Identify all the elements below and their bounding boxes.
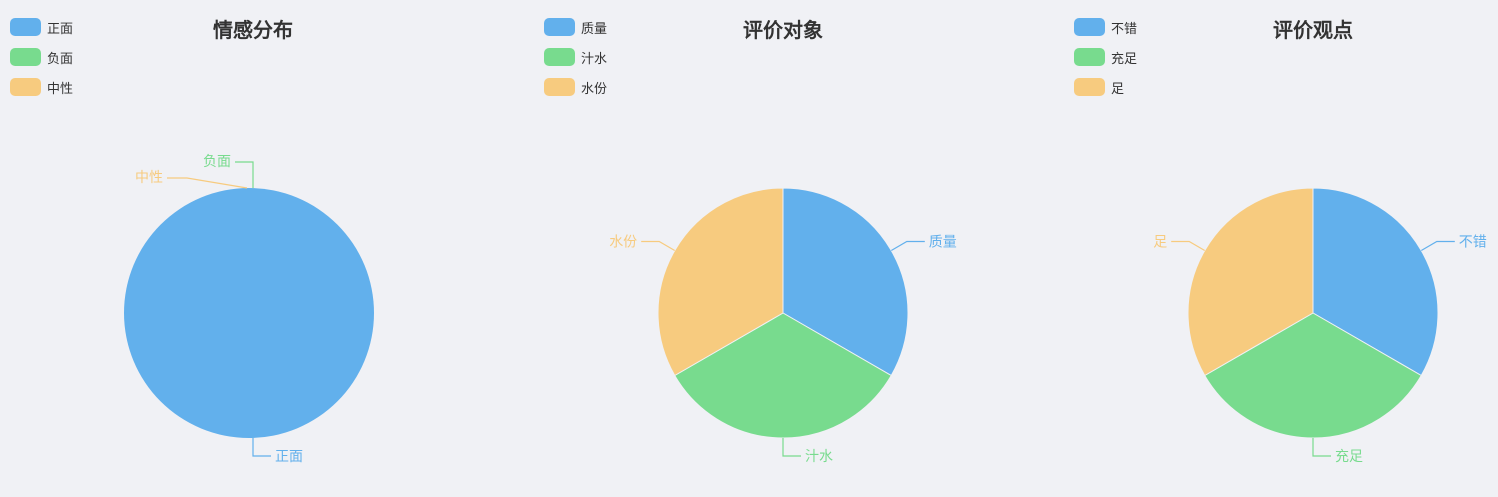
legend-label: 不错 <box>1111 21 1138 37</box>
leader-line <box>641 240 676 252</box>
leader-line <box>167 177 248 189</box>
legend-item[interactable]: 水份 <box>544 77 607 97</box>
pie-slice <box>657 187 784 377</box>
pie-slice <box>1204 312 1422 439</box>
legend-swatch <box>10 48 41 66</box>
leader-line <box>252 438 271 457</box>
legend-swatch <box>544 18 575 36</box>
legend-label: 质量 <box>581 21 608 37</box>
legend-label: 正面 <box>47 21 74 37</box>
chart-legend: 质量 汁水 水份 <box>544 17 607 107</box>
slice-label: 不错 <box>1459 235 1487 251</box>
legend-label: 中性 <box>47 81 74 97</box>
legend-swatch <box>10 18 41 36</box>
legend-label: 足 <box>1111 81 1125 97</box>
chart-legend: 不错 充足 足 <box>1074 17 1137 107</box>
legend-swatch <box>1074 48 1105 66</box>
legend-label: 负面 <box>47 51 74 67</box>
legend-swatch <box>1074 18 1105 36</box>
legend-swatch <box>1074 78 1105 96</box>
slice-label: 足 <box>1153 235 1167 251</box>
legend-swatch <box>10 78 41 96</box>
slice-label: 中性 <box>135 170 163 186</box>
pie-slice <box>674 312 892 439</box>
pie-slice <box>782 187 909 377</box>
legend-item[interactable]: 足 <box>1074 77 1137 97</box>
legend-swatch <box>544 48 575 66</box>
slice-label: 水份 <box>609 235 637 251</box>
leader-line <box>1171 240 1206 252</box>
leader-line <box>782 438 801 457</box>
pie-slice <box>1187 187 1314 377</box>
slice-label: 汁水 <box>805 449 833 465</box>
legend-item[interactable]: 中性 <box>10 77 73 97</box>
chart-legend: 正面 负面 中性 <box>10 17 73 107</box>
chart-title: 情感分布 <box>213 18 293 42</box>
legend-item[interactable]: 充足 <box>1074 47 1137 67</box>
slice-label: 负面 <box>203 154 231 170</box>
legend-label: 充足 <box>1111 51 1138 67</box>
legend-label: 水份 <box>581 81 608 97</box>
chart-title: 评价观点 <box>1273 18 1353 42</box>
slice-label: 质量 <box>929 235 957 251</box>
legend-swatch <box>544 78 575 96</box>
leader-line <box>1312 438 1331 457</box>
leader-line <box>890 240 925 252</box>
chart-title: 评价对象 <box>743 18 823 42</box>
sentiment-pie-chart: 正面 负面 中性 情感分布 正面 负面 中性 <box>0 0 499 497</box>
legend-item[interactable]: 正面 <box>10 17 73 37</box>
leader-line <box>1420 240 1455 252</box>
pie-slice <box>1312 187 1439 377</box>
legend-item[interactable]: 不错 <box>1074 17 1137 37</box>
opinion-pie-chart: 不错 充足 足 评价观点 不错 充足足 <box>1064 0 1498 497</box>
target-pie-chart: 质量 汁水 水份 评价对象 质量 汁水 水份 <box>534 0 1033 497</box>
legend-item[interactable]: 汁水 <box>544 47 607 67</box>
legend-label: 汁水 <box>581 51 608 67</box>
slice-label: 正面 <box>275 449 303 465</box>
pie-slice <box>124 188 374 438</box>
legend-item[interactable]: 负面 <box>10 47 73 67</box>
legend-item[interactable]: 质量 <box>544 17 607 37</box>
leader-line <box>235 161 254 188</box>
slice-label: 充足 <box>1335 449 1363 465</box>
